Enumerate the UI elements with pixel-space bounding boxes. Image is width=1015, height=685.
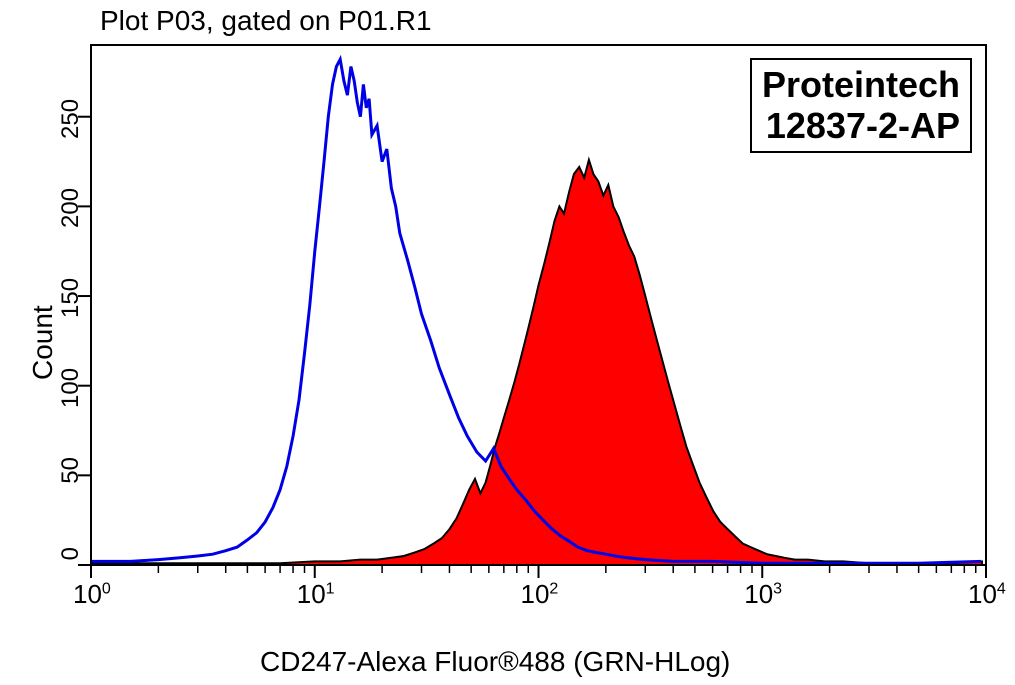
y-tick-label: 200 (57, 188, 85, 228)
y-tick-label: 50 (57, 457, 85, 497)
x-tick-label: 102 (521, 579, 559, 610)
y-tick-label: 0 (57, 547, 85, 587)
x-tick-label: 103 (744, 579, 782, 610)
chart-container: Plot P03, gated on P01.R1 Count CD247-Al… (0, 0, 1015, 685)
annotation-box: Proteintech 12837-2-AP (750, 58, 972, 153)
y-tick-label: 150 (57, 278, 85, 318)
annotation-line2: 12837-2-AP (762, 105, 960, 146)
y-tick-label: 250 (57, 99, 85, 139)
x-tick-label: 101 (297, 579, 335, 610)
x-tick-label: 104 (968, 579, 1006, 610)
y-tick-label: 100 (57, 368, 85, 408)
annotation-line1: Proteintech (762, 64, 960, 105)
